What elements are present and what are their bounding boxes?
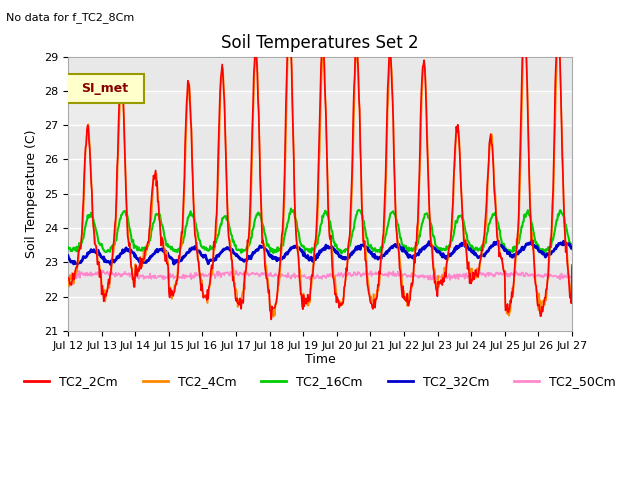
Text: SI_met: SI_met — [81, 83, 128, 96]
Text: No data for f_TC2_8Cm: No data for f_TC2_8Cm — [6, 12, 134, 23]
Bar — [68, 228, 572, 262]
Bar — [68, 91, 572, 125]
Y-axis label: Soil Temperature (C): Soil Temperature (C) — [26, 130, 38, 258]
X-axis label: Time: Time — [305, 353, 335, 366]
FancyBboxPatch shape — [65, 74, 143, 103]
Title: Soil Temperatures Set 2: Soil Temperatures Set 2 — [221, 34, 419, 52]
Legend: TC2_2Cm, TC2_4Cm, TC2_16Cm, TC2_32Cm, TC2_50Cm: TC2_2Cm, TC2_4Cm, TC2_16Cm, TC2_32Cm, TC… — [19, 370, 621, 393]
Bar — [68, 159, 572, 194]
Bar — [68, 297, 572, 331]
